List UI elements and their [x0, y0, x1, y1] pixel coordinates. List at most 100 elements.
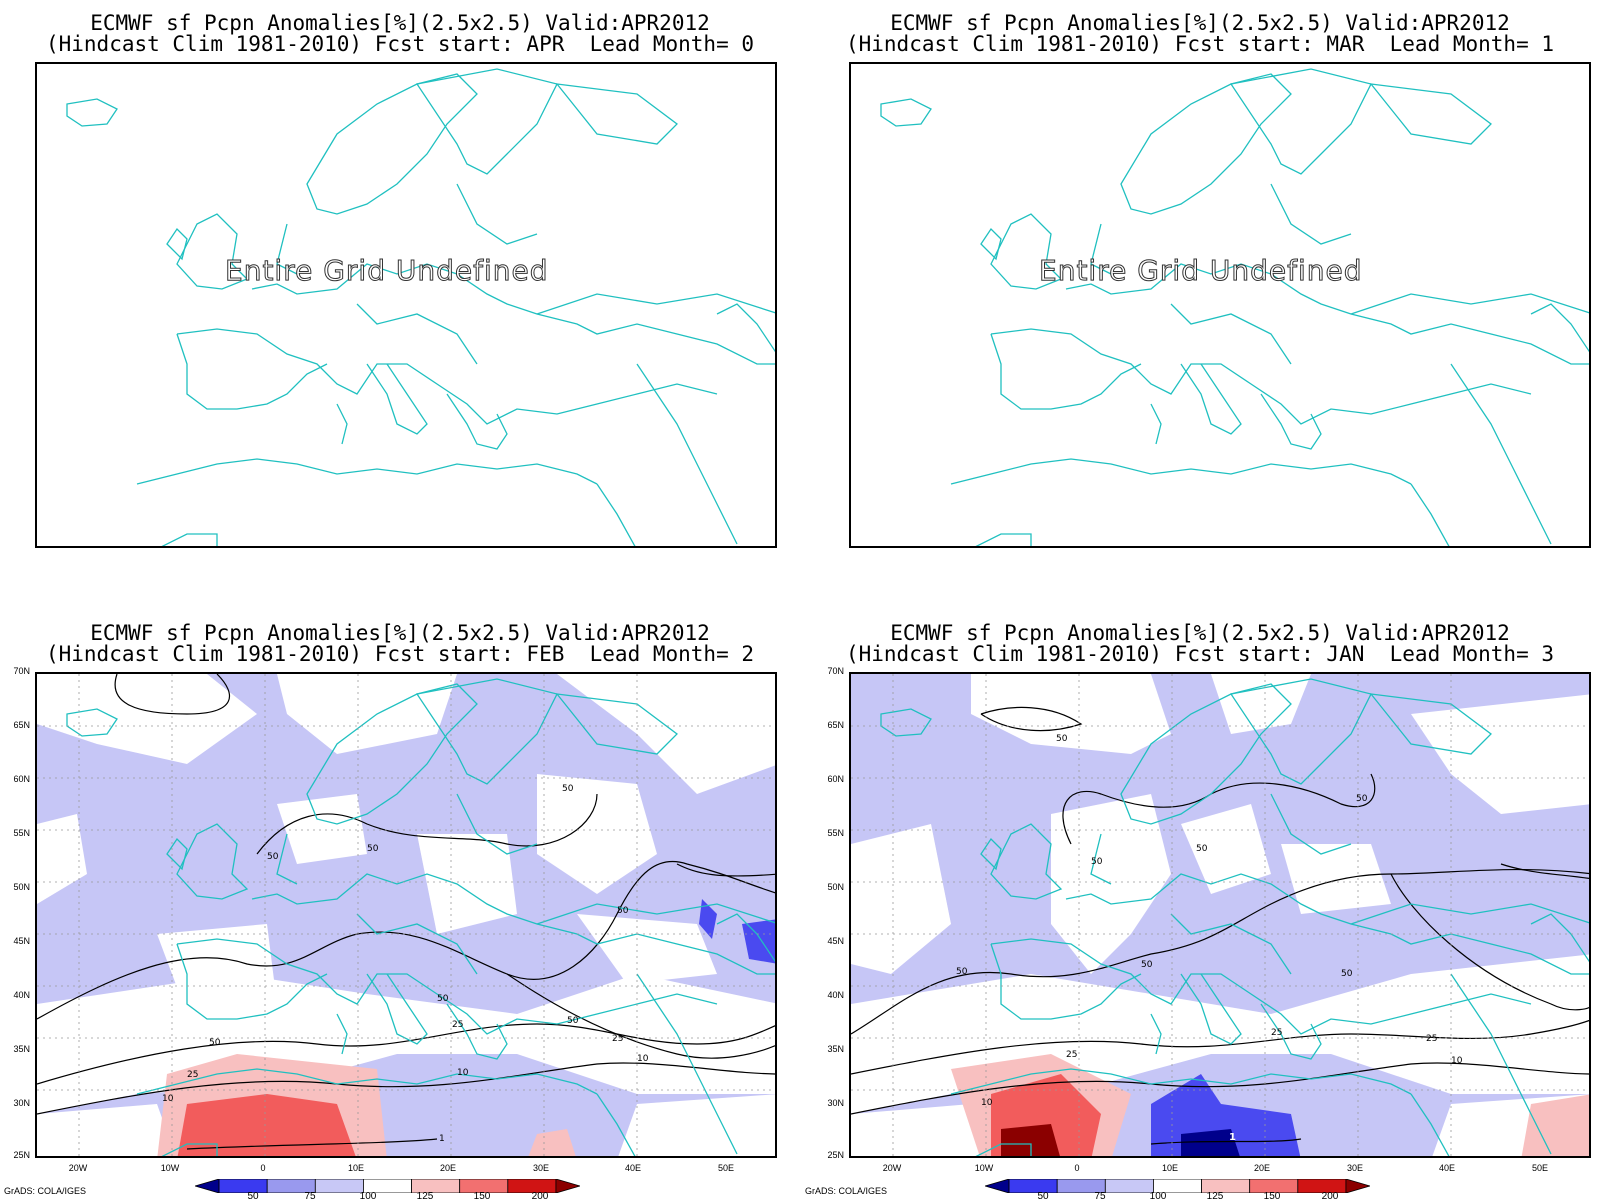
lat-label: 65N: [827, 720, 844, 730]
panel-lead-0: ECMWF sf Pcpn Anomalies[%](2.5x2.5) Vali…: [0, 0, 800, 560]
lon-label: 0: [260, 1163, 266, 1173]
coastline-segment: [1350, 903, 1589, 925]
colorbar-arrow-high: [555, 1178, 582, 1194]
coastline-segment: [136, 458, 598, 485]
colorbar-tick: 75: [1094, 1191, 1106, 1202]
contour-label: 50: [1056, 734, 1068, 744]
panel-lead-1: ECMWF sf Pcpn Anomalies[%](2.5x2.5) Vali…: [800, 0, 1600, 560]
colorbar-tick: 150: [1263, 1191, 1281, 1202]
contour-label: 1: [1229, 1132, 1236, 1143]
map-frame: Entire Grid Undefined: [849, 62, 1591, 548]
coastline-segment: [1410, 1093, 1450, 1156]
anomaly-map: [37, 674, 775, 1156]
coastline-segment: [1350, 293, 1589, 315]
coastline-segment: [636, 363, 738, 545]
panel-title-line1: ECMWF sf Pcpn Anomalies[%](2.5x2.5) Vali…: [890, 621, 1510, 645]
contour-label: 10: [457, 1068, 469, 1078]
colorbar-arrow-low: [193, 1178, 220, 1194]
coastline-segment: [975, 1143, 1032, 1156]
lon-label: 30E: [532, 1163, 549, 1173]
colorbar-tick: 50: [247, 1191, 259, 1202]
lon-label: 40E: [1438, 1163, 1455, 1173]
lon-label: 30E: [1346, 1163, 1363, 1173]
coastline-segment: [66, 708, 118, 737]
colorbar-tick: 125: [416, 1191, 434, 1202]
undefined-grid-message: Entire Grid Undefined: [1039, 254, 1363, 288]
coastline-segment: [1120, 683, 1292, 825]
coastline-segment: [166, 837, 188, 871]
anomaly-map: [851, 674, 1589, 1156]
lon-label: 0: [1074, 1163, 1080, 1173]
coastline-segment: [166, 227, 188, 261]
coastline-segment: [1090, 223, 1112, 275]
coastline-map: [880, 68, 1589, 546]
coastline-segment: [1170, 303, 1292, 365]
contour-label: 25: [612, 1034, 624, 1044]
contour-label: 50: [567, 1016, 579, 1026]
coastline-segment: [636, 973, 738, 1155]
coastline-segment: [1065, 873, 1589, 975]
coastline-segment: [415, 678, 558, 785]
coastline-segment: [1530, 913, 1589, 963]
contour-label: 50: [437, 994, 449, 1004]
coastline-segment: [176, 328, 718, 425]
coastline-segment: [276, 223, 298, 275]
lat-label: 65N: [13, 720, 30, 730]
coastline-segment: [446, 1003, 508, 1060]
coastline-segment: [176, 943, 328, 1020]
lon-label: 50E: [1531, 1163, 1548, 1173]
lat-label: 60N: [13, 774, 30, 784]
coastline-segment: [990, 943, 1142, 1020]
lat-label: 35N: [13, 1044, 30, 1054]
lat-label: 25N: [827, 1150, 844, 1160]
undefined-grid-message: Entire Grid Undefined: [225, 254, 549, 288]
coastline-segment: [536, 903, 775, 925]
coastline-segment: [980, 227, 1002, 261]
panel-title-line2: (Hindcast Clim 1981-2010) Fcst start: MA…: [845, 32, 1554, 56]
contour-label: 25: [1271, 1028, 1283, 1038]
coastline-segment: [1150, 1013, 1162, 1055]
coastline-segment: [456, 793, 538, 855]
lat-label: 55N: [13, 828, 30, 838]
coastline-segment: [446, 393, 508, 450]
lon-label: 40E: [624, 1163, 641, 1173]
coastline-overlay: [37, 674, 775, 1156]
lat-label: 60N: [827, 774, 844, 784]
coastline-segment: [366, 363, 428, 435]
coastline-map: [66, 68, 775, 546]
colorbar-tick: 200: [531, 1191, 549, 1202]
coastline-segment: [456, 183, 538, 245]
colorbar-tick: 100: [359, 1191, 377, 1202]
coastline-segment: [1170, 913, 1292, 975]
coastline-segment: [1260, 1003, 1322, 1060]
lat-label: 25N: [13, 1150, 30, 1160]
coastline-segment: [276, 833, 298, 885]
contour-label: 50: [267, 852, 279, 862]
lat-label: 55N: [827, 828, 844, 838]
coastline-segment: [596, 1093, 636, 1156]
coastline-segment: [1090, 833, 1112, 885]
contour-label: 50: [562, 784, 574, 794]
coastline-segment: [1270, 183, 1352, 245]
map-frame: Entire Grid Undefined: [35, 62, 777, 548]
coastline-segment: [176, 213, 249, 290]
contour-label: 50: [1091, 857, 1103, 867]
contour-label: 10: [162, 1094, 174, 1104]
contour-label: 10: [637, 1054, 649, 1064]
panel-title-line1: ECMWF sf Pcpn Anomalies[%](2.5x2.5) Vali…: [890, 11, 1510, 35]
coastline-segment: [1229, 68, 1372, 175]
colorbar-right: 50 75 100 125 150 200: [983, 1178, 1372, 1202]
coastline-segment: [880, 98, 932, 127]
coastline-segment: [990, 213, 1063, 290]
panel-lead-3: ECMWF sf Pcpn Anomalies[%](2.5x2.5) Vali…: [800, 610, 1600, 1200]
coastline-segment: [1450, 363, 1552, 545]
coastline-segment: [1229, 678, 1372, 785]
coastline-segment: [176, 823, 249, 900]
contour-label: 50: [1196, 844, 1208, 854]
colorbar-graphic: [983, 1178, 1372, 1194]
coastline-segment: [366, 973, 428, 1045]
panel-title-line2: (Hindcast Clim 1981-2010) Fcst start: JA…: [845, 642, 1554, 666]
contour-label: 25: [1426, 1034, 1438, 1044]
colorbar-left: 50 75 100 125 150 200: [193, 1178, 582, 1202]
colorbar-tick: 50: [1037, 1191, 1049, 1202]
